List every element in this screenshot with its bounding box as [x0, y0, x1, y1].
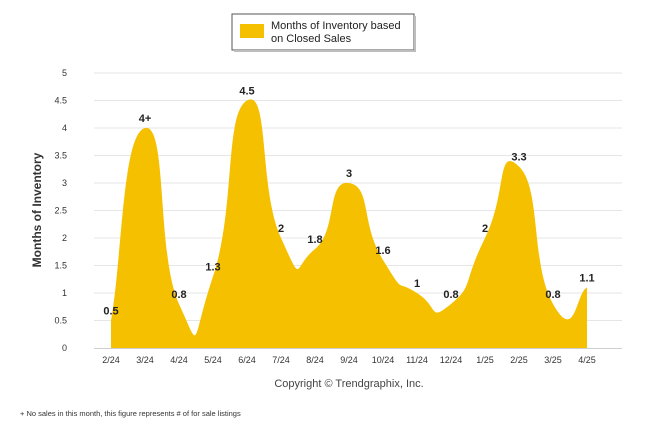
- legend-swatch: [240, 24, 264, 38]
- data-label: 1: [414, 278, 420, 290]
- x-tick-label: 5/24: [204, 355, 222, 365]
- y-axis-ticks: 0 0.5 1 1.5 2 2.5 3 3.5 4 4.5 5: [54, 68, 67, 353]
- copyright: Copyright © Trendgraphix, Inc.: [274, 378, 423, 390]
- y-tick-label: 4.5: [54, 96, 67, 106]
- y-tick-label: 3.5: [54, 151, 67, 161]
- y-tick-label: 1: [62, 288, 67, 298]
- legend: Months of Inventory based on Closed Sale…: [231, 13, 416, 52]
- y-tick-label: 5: [62, 68, 67, 78]
- data-label: 4+: [139, 113, 152, 125]
- y-tick-label: 2.5: [54, 206, 67, 216]
- data-label: 2: [482, 223, 488, 235]
- data-label: 3: [346, 168, 352, 180]
- data-label: 2: [278, 223, 284, 235]
- x-axis-ticks: 2/24 3/24 4/24 5/24 6/24 7/24 8/24 9/24 10/24 11/…: [102, 355, 596, 365]
- area-series: [111, 99, 587, 349]
- x-tick-label: 9/24: [340, 355, 358, 365]
- x-tick-label: 10/24: [372, 355, 395, 365]
- legend-shadow: [234, 50, 416, 52]
- x-tick-label: 4/24: [170, 355, 188, 365]
- x-tick-label: 4/25: [578, 355, 596, 365]
- data-label: 1.8: [307, 234, 322, 246]
- data-label: 4.5: [239, 86, 254, 98]
- data-label: 3.3: [511, 152, 526, 164]
- data-label: 0.8: [545, 289, 560, 301]
- area-fill: [111, 99, 587, 349]
- data-labels: 0.5 4+ 0.8 1.3 4.5 2 1.8 3 1.6 1 0.8 2 3.3 0.8 1.1: [103, 86, 594, 318]
- x-tick-label: 3/25: [544, 355, 562, 365]
- y-tick-label: 1.5: [54, 261, 67, 271]
- data-label: 1.6: [375, 245, 390, 257]
- y-tick-label: 3: [62, 178, 67, 188]
- legend-label-line2: on Closed Sales: [271, 33, 352, 45]
- x-tick-label: 6/24: [238, 355, 256, 365]
- x-tick-label: 2/25: [510, 355, 528, 365]
- legend-shadow-side: [414, 16, 416, 52]
- x-tick-label: 12/24: [440, 355, 463, 365]
- data-label: 1.1: [579, 273, 594, 285]
- x-tick-label: 2/24: [102, 355, 120, 365]
- data-label: 0.8: [171, 289, 186, 301]
- y-tick-label: 2: [62, 233, 67, 243]
- y-axis-title: Months of Inventory: [30, 152, 44, 267]
- data-label: 0.5: [103, 306, 118, 318]
- data-label: 0.8: [443, 289, 458, 301]
- y-tick-label: 0: [62, 343, 67, 353]
- y-tick-label: 4: [62, 123, 67, 133]
- x-tick-label: 7/24: [272, 355, 290, 365]
- x-tick-label: 11/24: [406, 355, 428, 365]
- x-tick-label: 3/24: [136, 355, 154, 365]
- x-tick-label: 1/25: [476, 355, 494, 365]
- data-label: 1.3: [205, 262, 220, 274]
- y-tick-label: 0.5: [54, 316, 67, 326]
- x-tick-label: 8/24: [306, 355, 324, 365]
- footnote: + No sales in this month, this figure re…: [20, 409, 241, 418]
- legend-label-line1: Months of Inventory based: [271, 20, 401, 32]
